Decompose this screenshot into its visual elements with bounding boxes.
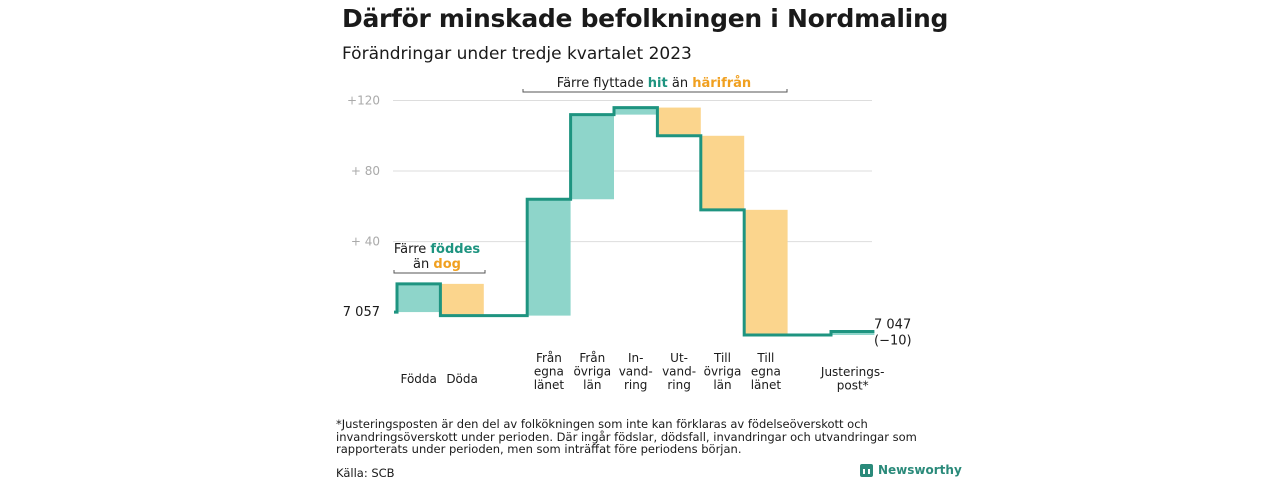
annotation-born-bracket	[393, 270, 486, 274]
x-tick-label: vand-	[619, 365, 653, 379]
x-tick-label: Justerings-	[820, 365, 885, 379]
x-tick-label: Till	[713, 351, 731, 365]
annotation-born-line2: än dog	[413, 257, 461, 272]
x-tick-label: Födda	[400, 372, 436, 386]
x-tick-label: vand-	[662, 365, 696, 379]
bar	[657, 107, 701, 136]
end-value-label: 7 047	[874, 317, 911, 332]
bar	[527, 199, 571, 316]
x-tick-label: Från	[579, 351, 605, 365]
bar	[700, 135, 745, 210]
label-layer: Födda DödaFrånegnalänetFrånövrigalänIn-va…	[400, 351, 884, 393]
x-tick-label: övriga	[704, 365, 742, 379]
grid-layer: + 40 + 80 +120	[347, 94, 872, 249]
bar	[570, 114, 614, 200]
x-tick-label: länet	[751, 378, 782, 392]
x-tick-label: länet	[534, 378, 565, 392]
x-tick-label: län	[583, 378, 601, 392]
waterfall-chart: + 40+ 80+120 Födda DödaFrånegnalänetFrånö…	[343, 76, 912, 393]
footnote: *Justeringsposten är den del av folkökni…	[336, 417, 917, 456]
brand-name: Newsworthy	[878, 463, 962, 477]
x-tick-label: övriga	[573, 365, 611, 379]
y-tick-label: +120	[347, 94, 380, 108]
x-tick-label: post*	[837, 379, 869, 393]
x-tick-label: egna	[751, 365, 781, 379]
brand-logo: Newsworthy	[860, 463, 962, 477]
start-value-label: 7 057	[343, 305, 380, 320]
chart-title: Därför minskade befolkningen i Nordmalin…	[342, 4, 949, 33]
end-change-label: (−10)	[874, 333, 912, 348]
x-tick-label: In-	[628, 351, 643, 365]
bar-chart-icon	[860, 463, 873, 477]
y-tick-label: + 40	[351, 235, 380, 249]
bar	[614, 107, 658, 115]
chart-subtitle: Förändringar under tredje kvartalet 2023	[342, 44, 692, 64]
annotation-moved: Färre flyttade hit än härifrån	[557, 76, 751, 91]
x-tick-label: Från	[536, 351, 562, 365]
x-tick-label: Till	[756, 351, 774, 365]
bar	[744, 209, 788, 335]
x-tick-label: ring	[624, 378, 648, 392]
x-tick-label: egna	[534, 365, 564, 379]
source-note: Källa: SCB	[336, 466, 395, 480]
annotation-born-line1: Färre föddes	[394, 242, 481, 257]
x-tick-label: Ut-	[670, 351, 688, 365]
step-line	[394, 106, 875, 337]
bar	[831, 331, 875, 335]
x-tick-label: Döda	[446, 372, 478, 386]
bar-layer	[397, 107, 875, 335]
x-tick-label: ring	[667, 378, 691, 392]
y-tick-label: + 80	[351, 164, 380, 178]
x-tick-label: län	[713, 378, 731, 392]
bar	[397, 283, 441, 313]
annotation-moved-bracket	[522, 89, 788, 93]
bar	[440, 283, 484, 316]
